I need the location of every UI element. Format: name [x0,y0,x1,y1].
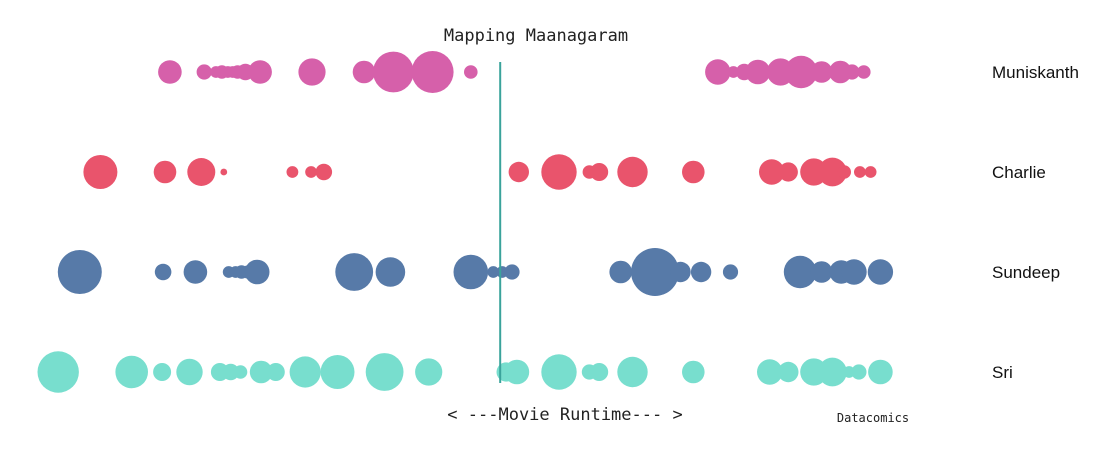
bubble-sri-9 [289,356,321,388]
bubble-sundeep-17 [690,261,712,283]
bubble-sri-5 [222,363,239,381]
bubble-sri-17 [590,363,609,381]
series-sundeep: Sundeep [57,248,1060,296]
bubble-charlie-10 [590,163,609,181]
bubble-muniskanth-12 [411,51,454,93]
bubble-charlie-19 [864,166,877,178]
bubble-charlie-12 [682,160,705,184]
bubble-muniskanth-13 [464,65,478,79]
bubble-charlie-6 [315,163,333,181]
bubble-sundeep-0 [57,250,102,294]
bubble-muniskanth-11 [373,51,414,93]
bubble-sri-26 [868,359,893,385]
bubble-sundeep-23 [867,259,894,285]
bubble-sundeep-13 [504,264,520,280]
bubble-sri-21 [778,361,799,383]
bubble-muniskanth-10 [352,60,376,84]
bubble-sri-19 [682,360,705,384]
bubble-sri-15 [541,354,577,390]
bubble-sundeep-8 [335,253,374,291]
bubble-sri-20 [757,359,783,385]
bubble-sri-3 [176,358,203,386]
bubble-sundeep-15 [631,248,679,296]
bubble-muniskanth-20 [810,61,833,83]
bubble-sundeep-18 [722,264,739,280]
bubble-sri-0 [37,351,79,393]
bubble-muniskanth-8 [248,60,272,84]
bubble-sri-12 [415,358,443,386]
bubble-sri-10 [320,355,355,389]
series-label-sundeep: Sundeep [992,263,1060,282]
bubble-muniskanth-0 [158,60,182,84]
bubble-charlie-17 [837,165,851,179]
bubble-charlie-8 [541,154,577,190]
chart-title: Mapping Maanagaram [444,26,628,46]
bubble-sundeep-2 [183,260,208,284]
bubble-charlie-7 [508,161,529,183]
bubble-sri-23 [818,357,847,387]
bubble-sri-2 [153,363,172,381]
series-label-muniskanth: Muniskanth [992,63,1079,82]
x-axis-label: < ---Movie Runtime--- > [447,405,682,425]
bubble-sri-7 [249,360,273,384]
bubble-sundeep-22 [841,259,867,285]
bubble-sri-18 [617,356,648,388]
bubble-sri-25 [851,364,867,380]
bubble-charlie-2 [187,158,216,186]
bubble-sri-6 [233,365,248,379]
bubble-sundeep-10 [453,254,489,290]
bubble-sri-11 [365,353,404,391]
bubble-charlie-0 [83,155,118,189]
bubble-charlie-4 [286,166,299,178]
bubble-sundeep-7 [244,259,270,285]
bubble-muniskanth-15 [727,66,740,78]
bubble-charlie-14 [778,162,798,182]
series-label-sri: Sri [992,363,1013,382]
bubble-muniskanth-21 [829,60,852,84]
bubble-charlie-16 [818,157,847,187]
bubble-sri-1 [115,355,148,389]
bubble-muniskanth-22 [844,64,860,80]
series-label-charlie: Charlie [992,163,1046,182]
bubble-charlie-18 [854,166,866,178]
bubble-charlie-11 [617,156,648,188]
bubble-muniskanth-1 [196,64,212,80]
bubble-sundeep-20 [810,261,833,283]
bubble-sundeep-14 [609,260,632,284]
series-muniskanth: Muniskanth [158,51,1079,93]
series-charlie: Charlie [83,154,1046,190]
bubble-charlie-5 [305,166,317,178]
bubble-muniskanth-23 [857,65,871,79]
bubble-muniskanth-17 [745,59,771,85]
bubble-sri-8 [266,363,285,381]
series-sri: Sri [37,351,1013,393]
bubble-muniskanth-14 [705,59,731,85]
bubble-charlie-13 [759,159,785,185]
bubble-sundeep-19 [783,255,817,289]
bubble-charlie-3 [220,168,228,176]
bubble-sundeep-11 [487,266,500,278]
bubble-sri-14 [504,359,530,385]
bubble-charlie-1 [153,160,177,184]
series-rows: Muniskanth Charlie Sundeep Sri [37,51,1079,393]
bubble-muniskanth-19 [784,55,818,89]
bubble-sundeep-9 [375,257,406,287]
bubble-sundeep-16 [670,261,691,283]
bubble-muniskanth-9 [298,58,326,86]
bubble-sundeep-1 [154,263,172,281]
credit-label: Datacomics [837,411,909,425]
